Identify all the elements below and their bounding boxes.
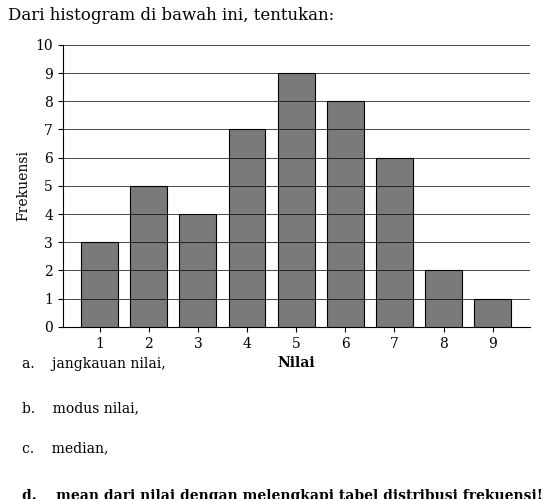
Bar <box>278 73 314 327</box>
Bar <box>425 270 462 327</box>
Bar <box>81 243 118 327</box>
Text: c.    median,: c. median, <box>22 442 108 456</box>
Text: a.    jangkauan nilai,: a. jangkauan nilai, <box>22 357 165 371</box>
Bar <box>130 186 167 327</box>
Bar <box>327 101 364 327</box>
Text: b.    modus nilai,: b. modus nilai, <box>22 402 139 416</box>
Bar <box>229 130 265 327</box>
Text: d.    mean dari nilai dengan melengkapi tabel distribusi frekuensi!: d. mean dari nilai dengan melengkapi tab… <box>22 489 543 499</box>
X-axis label: Nilai: Nilai <box>277 356 315 370</box>
Bar <box>180 214 216 327</box>
Text: Dari histogram di bawah ini, tentukan:: Dari histogram di bawah ini, tentukan: <box>8 7 335 24</box>
Bar <box>376 158 413 327</box>
Bar <box>474 298 511 327</box>
Y-axis label: Frekuensi: Frekuensi <box>16 150 30 222</box>
